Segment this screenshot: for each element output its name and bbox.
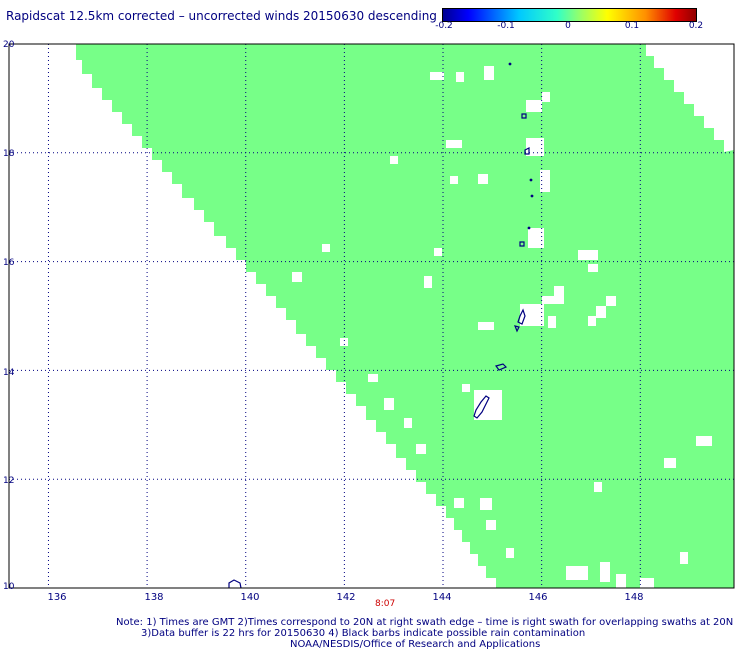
islet-dot: [527, 226, 531, 230]
data-gap-cell: [450, 176, 458, 184]
data-gap-cell: [526, 138, 544, 156]
data-gap-cell: [478, 174, 488, 184]
data-gap-cell: [566, 566, 588, 580]
island-coastline: [228, 579, 242, 589]
data-gap-cell: [462, 384, 470, 392]
swath-coverage: [76, 44, 734, 588]
data-gap-cell: [454, 498, 464, 508]
lon-label: 146: [528, 592, 548, 603]
data-gap-cell: [526, 100, 542, 112]
data-gap-cell: [322, 244, 330, 252]
colorbar-tick: -0.2: [435, 21, 453, 31]
data-gap-cell: [424, 276, 432, 288]
data-gap-cell: [528, 228, 544, 248]
islet-coastline: [521, 113, 527, 119]
data-gap-cell: [478, 322, 494, 330]
data-gap-cell: [596, 306, 606, 318]
data-gap-cell: [474, 390, 502, 420]
data-gap-cell: [446, 140, 462, 148]
data-gap-cell: [594, 482, 602, 492]
lat-label: 20: [3, 40, 15, 50]
colorbar-tick: 0: [565, 21, 571, 31]
data-gap-cell: [664, 458, 676, 468]
swath-polygon: [76, 44, 734, 588]
footnote-line-1: Note: 1) Times are GMT 2)Times correspon…: [116, 617, 734, 628]
data-gap-cell: [434, 248, 442, 256]
data-gap-cell: [600, 562, 610, 582]
data-gap-cell: [506, 548, 514, 558]
lon-label: 142: [336, 592, 356, 603]
island-coastlines: [228, 62, 534, 589]
map-frame: [8, 43, 735, 589]
data-gap-cell: [542, 92, 550, 102]
lon-label: 148: [624, 592, 644, 603]
lat-label: 14: [3, 368, 15, 378]
lon-label: 138: [144, 592, 164, 603]
data-gap-cell: [416, 444, 426, 454]
swath-time-label: 8:07: [375, 599, 396, 609]
data-gap-cell: [616, 574, 626, 588]
data-gap-cell: [588, 264, 598, 272]
lat-label: 10: [3, 582, 15, 592]
footnote-line-3: NOAA/NESDIS/Office of Research and Appli…: [290, 639, 541, 650]
data-gap-cell: [390, 156, 398, 164]
data-gap-cell: [542, 296, 554, 304]
data-gap-cell: [548, 316, 556, 328]
chart-title: Rapidscat 12.5km corrected – uncorrected…: [6, 9, 437, 23]
data-gap-cell: [540, 170, 550, 192]
guam-coastline: [473, 395, 490, 419]
color-scale-bar: [442, 8, 697, 22]
lat-label: 18: [3, 149, 15, 159]
data-gap-cell: [404, 418, 412, 428]
data-gap-cell: [588, 316, 596, 326]
data-gap-cell: [430, 72, 444, 80]
data-gap-cell: [384, 398, 394, 410]
colorbar-tick: 0.1: [624, 21, 640, 31]
data-gap-cell: [456, 72, 464, 82]
lat-label: 16: [3, 258, 15, 268]
islet-dot: [530, 194, 534, 198]
data-gap-cell: [520, 304, 544, 326]
lon-label: 140: [240, 592, 260, 603]
colorbar-tick: 0.2: [688, 21, 704, 31]
footnote-line-2: 3)Data buffer is 22 hrs for 20150630 4) …: [141, 628, 586, 639]
rota-coastline: [494, 363, 508, 371]
data-gap-cell: [292, 272, 302, 282]
islet-dot: [529, 178, 533, 182]
colorbar-tick: -0.1: [497, 21, 515, 31]
data-gap-cell: [480, 498, 492, 510]
data-gap-cell: [340, 338, 348, 346]
data-gap-cell: [696, 436, 712, 446]
islet-dot: [508, 62, 512, 66]
data-gap-cell: [606, 296, 616, 306]
saipan-coastline: [517, 308, 526, 325]
islet-coastline: [524, 147, 530, 155]
data-gap-cell: [640, 578, 654, 588]
lat-label: 12: [3, 476, 15, 486]
data-gap-cell: [680, 552, 688, 564]
islet-coastline: [519, 241, 525, 247]
data-gap-cell: [578, 250, 598, 260]
data-gap-cell: [368, 374, 378, 382]
data-gap-cell: [484, 66, 494, 80]
tinian-coastline: [514, 325, 520, 333]
lon-label: 144: [432, 592, 452, 603]
data-gap-cell: [554, 286, 564, 304]
data-gap-cell: [486, 520, 496, 530]
lon-label: 136: [47, 592, 67, 603]
gridlines: [9, 44, 734, 588]
